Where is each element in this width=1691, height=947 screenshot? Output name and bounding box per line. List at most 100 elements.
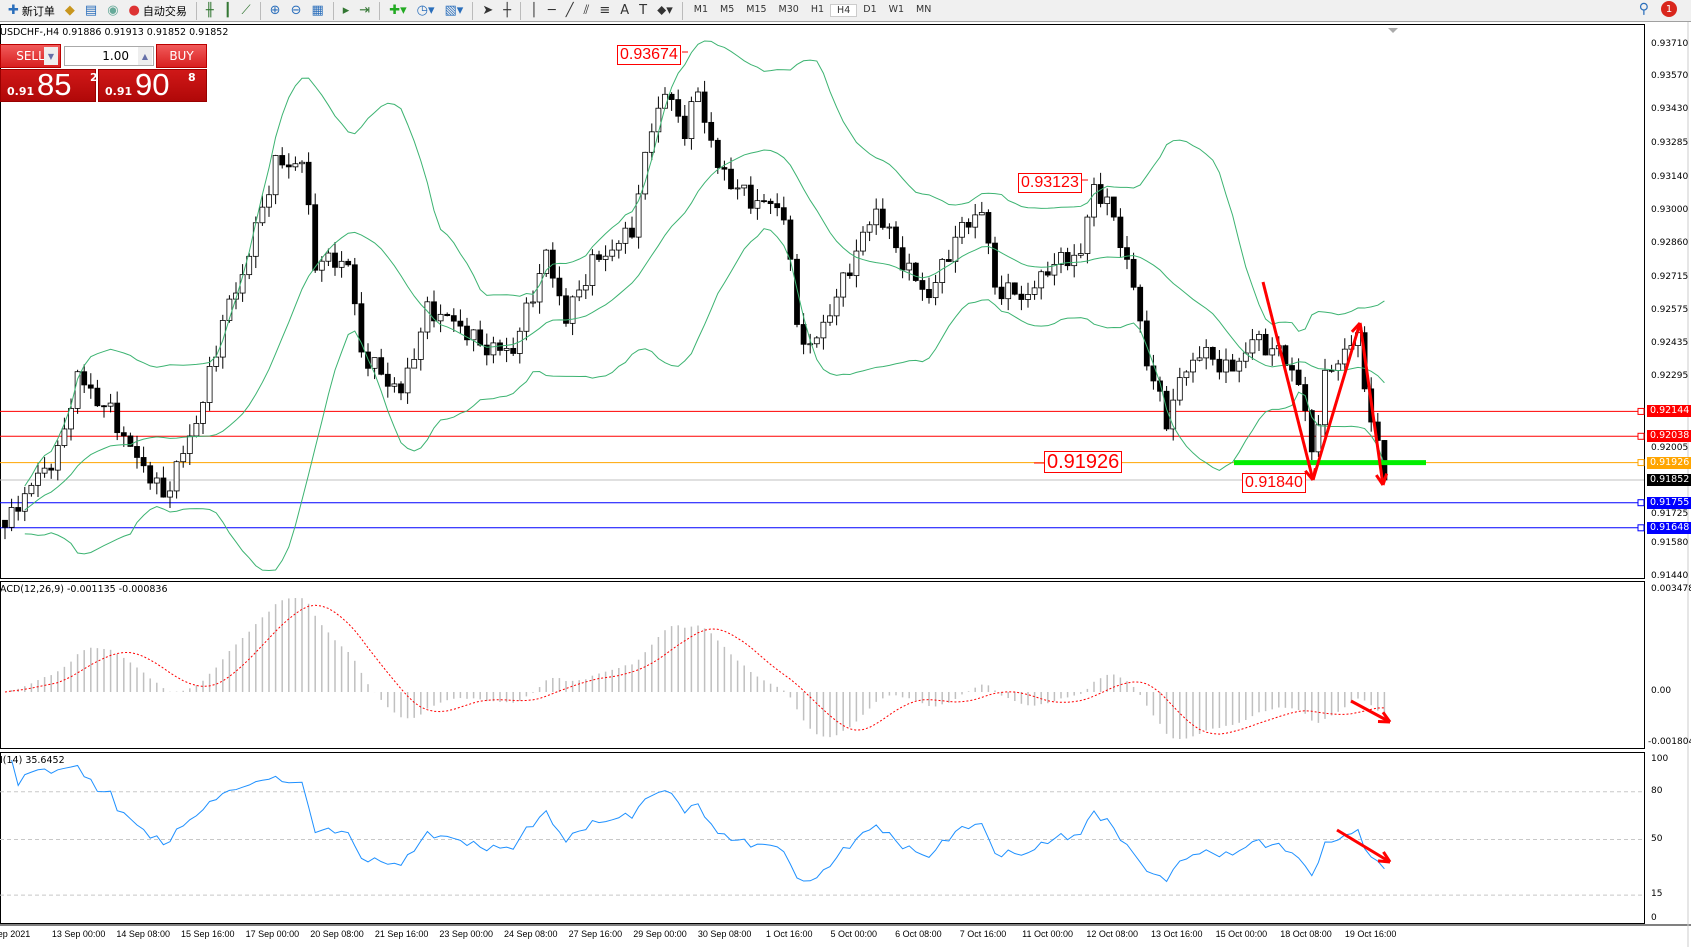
ask-price[interactable]: 0.91 90 8 [98, 67, 207, 102]
timeframe-mn[interactable]: MN [916, 4, 932, 15]
candle-bullish [186, 435, 193, 454]
candle-bullish [1183, 371, 1190, 379]
timeframe-m5[interactable]: M5 [720, 4, 735, 15]
candle-bearish [81, 371, 88, 386]
candle-bearish [767, 200, 774, 205]
terminal-button[interactable]: ▤ [81, 1, 101, 21]
timeframe-h4[interactable]: H4 [830, 4, 858, 17]
candle-bearish [728, 168, 734, 190]
folder-icon: ◆ [64, 3, 75, 18]
text-label-button[interactable]: T [635, 1, 651, 21]
rsi-down-arrow [1336, 828, 1391, 864]
down-arrow [1358, 322, 1385, 486]
candle-bearish [846, 272, 853, 277]
candle-bearish [1044, 271, 1051, 276]
candle-bullish [1335, 363, 1342, 371]
horizontal-line-button[interactable]: ─ [544, 1, 560, 21]
candle-bearish [1157, 380, 1163, 392]
bar-chart-button[interactable]: ╫ [202, 1, 218, 21]
lot-decrease-icon[interactable]: ▼ [44, 47, 58, 65]
candle-bearish [668, 93, 675, 100]
timeframe-d1[interactable]: D1 [863, 4, 877, 15]
bid-price[interactable]: 0.91 85 2 [0, 67, 98, 102]
zoom-out-button[interactable]: ⊖ [287, 1, 306, 21]
timeframe-m30[interactable]: M30 [778, 4, 799, 15]
lot-size-input[interactable]: 1.00 [64, 46, 154, 66]
candle-bearish [1130, 258, 1137, 288]
timeframe-m15[interactable]: M15 [746, 4, 767, 15]
candle-bearish [450, 315, 457, 322]
candle-bullish [206, 366, 213, 403]
candle-bullish [939, 259, 946, 283]
candle-bearish [1124, 247, 1130, 260]
channel-button[interactable]: ⫽ [580, 1, 594, 21]
candle-bearish [1117, 216, 1124, 249]
candle-bullish [1025, 294, 1031, 300]
indicators-button[interactable]: ✚▾ [385, 1, 410, 21]
price-axis-label: 0.93000 [1651, 205, 1689, 216]
tile-windows-button[interactable]: ▦ [307, 1, 327, 21]
rsi-axis-label: 100 [1651, 754, 1669, 764]
timeframe-h1[interactable]: H1 [810, 4, 825, 15]
level-handle [1637, 524, 1645, 532]
search-icon[interactable]: ⚲ [1638, 1, 1649, 17]
zoom-in-button[interactable]: ⊕ [266, 1, 285, 21]
text-button[interactable]: A [616, 1, 633, 21]
candle-chart-button[interactable]: ┃ [220, 1, 236, 21]
notification-badge[interactable]: 1 [1661, 1, 1677, 17]
price-axis-label: 0.93285 [1651, 138, 1689, 149]
up-arrow-head [1350, 321, 1362, 333]
trendline-button[interactable]: ╱ [562, 1, 578, 21]
candle-bearish [1295, 369, 1302, 385]
price-axis-label: 0.92295 [1651, 370, 1689, 381]
line-chart-button[interactable]: ⟋ [238, 1, 255, 21]
new-order-button[interactable]: ✚ 新订单 [8, 3, 55, 18]
crosshair-button[interactable]: ┼ [499, 1, 515, 21]
chart-shift-icon: ⇥ [359, 3, 371, 18]
timeframe-w1[interactable]: W1 [888, 4, 905, 15]
candle-bearish [305, 161, 312, 206]
candle-bullish [1038, 271, 1045, 289]
cursor-button[interactable]: ➤ [478, 1, 497, 21]
candle-bullish [424, 301, 431, 333]
candle-bullish [371, 357, 378, 369]
vertical-line-button[interactable]: │ [526, 1, 542, 21]
candle-bullish [833, 296, 840, 317]
separator [681, 1, 683, 20]
fibonacci-button[interactable]: ≡ [595, 1, 614, 21]
buy-button[interactable]: BUY [156, 44, 207, 68]
candle-bearish [477, 329, 484, 346]
auto-trading-button[interactable]: ● 自动交易 [128, 3, 187, 18]
candle-bearish [114, 402, 121, 434]
chart-shift-button[interactable]: ⇥ [355, 1, 374, 21]
level-price-tag: 0.91648 [1647, 521, 1691, 534]
candle-bearish [147, 465, 154, 484]
arrows-button[interactable]: ⬥▾ [653, 1, 677, 21]
lot-increase-icon[interactable]: ▲ [138, 47, 152, 65]
candle-bearish [398, 383, 404, 394]
up-arrow [1311, 322, 1362, 481]
separator [195, 1, 197, 20]
candle-bullish [1249, 339, 1256, 354]
candle-bullish [1058, 252, 1064, 265]
price-axis-label: 0.93710 [1651, 38, 1689, 49]
history-button[interactable]: ◆ [61, 1, 79, 21]
periods-button[interactable]: ◷▾ [413, 1, 439, 21]
rsi-down-arrow-head [1382, 851, 1392, 863]
candle-bullish [325, 252, 332, 262]
main-pane-border [0, 24, 1645, 579]
candle-bullish [1190, 359, 1196, 373]
timeframe-m1[interactable]: M1 [693, 4, 708, 15]
price-axis-label: 0.92005 [1651, 442, 1689, 453]
swing-high-label: 0.93123 [1018, 173, 1082, 193]
signals-button[interactable]: ◉ [103, 1, 122, 21]
templates-button[interactable]: ▧▾ [441, 1, 468, 21]
one-click-trading-panel: SELL 1.00 ▼ ▲ BUY 0.91 85 2 0.91 90 8 [0, 44, 207, 102]
autoscroll-button[interactable]: ▸ [339, 1, 354, 21]
level-handle [1637, 432, 1645, 440]
candle-bearish [629, 227, 635, 238]
candle-bullish [74, 371, 81, 409]
candle-bearish [681, 115, 688, 139]
time-axis-label: ep 2021 [0, 929, 31, 939]
